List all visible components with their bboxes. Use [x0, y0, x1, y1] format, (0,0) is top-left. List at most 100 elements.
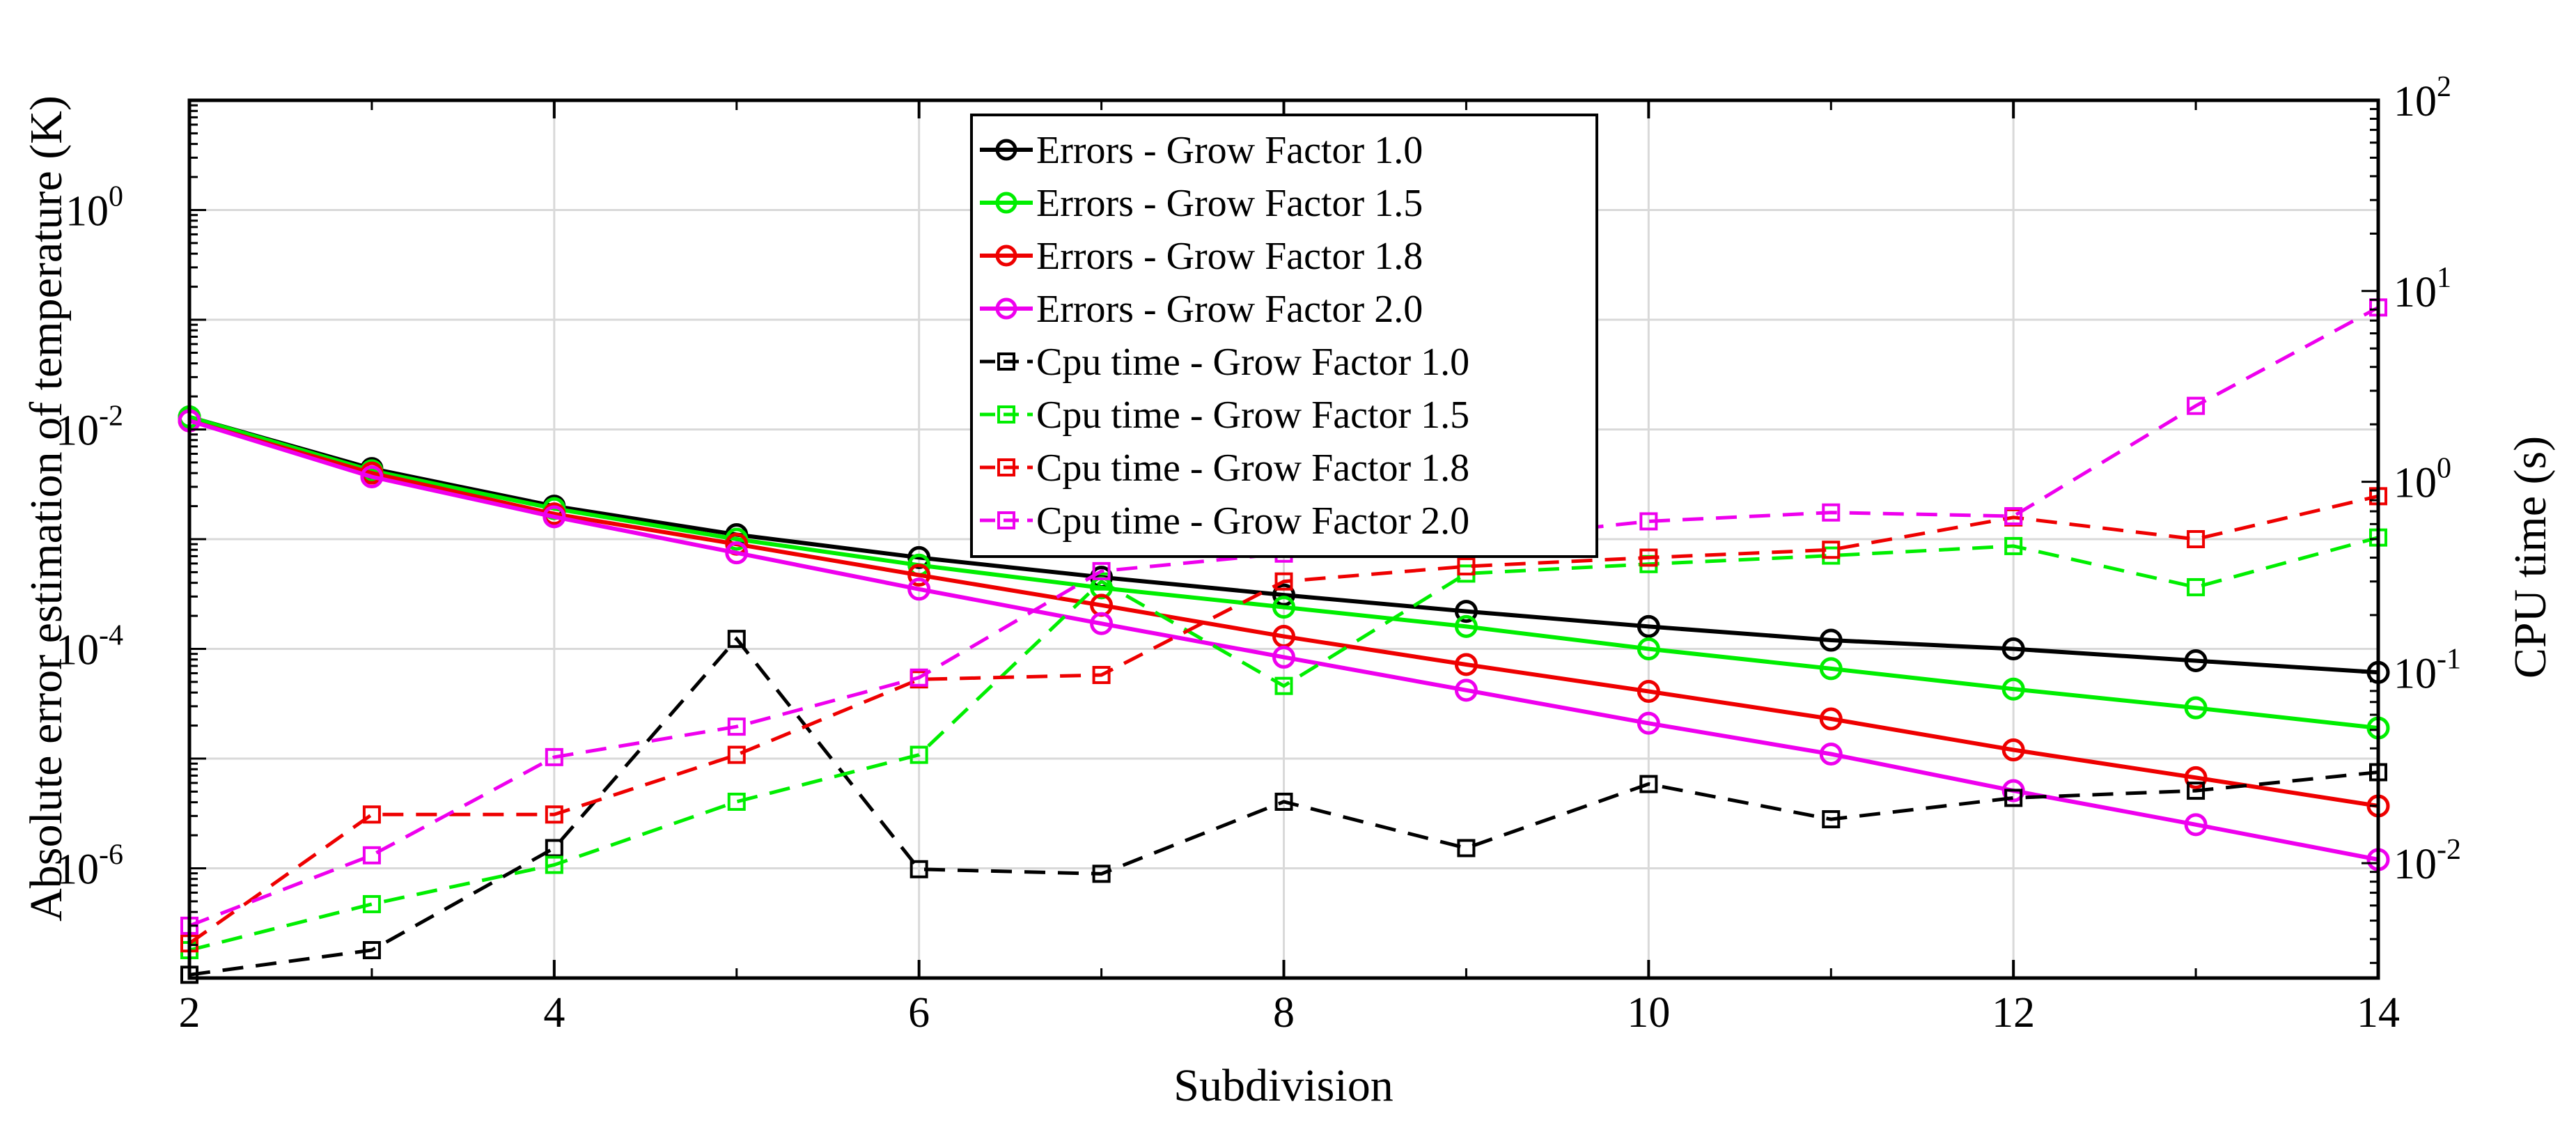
- y2-tick-label: 102: [2394, 71, 2451, 125]
- data-point: [2187, 396, 2206, 415]
- y2-tick-label: 10-1: [2394, 643, 2461, 697]
- data-point: [1639, 775, 1658, 793]
- data-point: [1639, 512, 1658, 531]
- legend-marker: [995, 139, 1017, 161]
- data-point: [907, 545, 931, 569]
- data-point: [545, 839, 563, 858]
- data-point: [362, 894, 381, 913]
- x-tick-label: 2: [179, 989, 201, 1037]
- data-point: [362, 940, 381, 959]
- y-tick-label: 10-4: [56, 620, 123, 674]
- data-point: [2184, 766, 2208, 789]
- data-point: [1457, 557, 1476, 576]
- x-tick-label: 4: [543, 989, 565, 1037]
- data-point: [910, 668, 928, 687]
- data-point: [1454, 614, 1478, 638]
- legend-marker: [997, 458, 1015, 476]
- legend-label: Cpu time - Grow Factor 2.0: [1036, 499, 1469, 543]
- data-point: [545, 747, 563, 766]
- axes: 2 4 6 8 10 12 14 100 10-2 10-4 10-6 102 101 100 10-1 10…: [56, 71, 2461, 1037]
- data-point: [1819, 657, 1843, 681]
- legend-label: Cpu time - Grow Factor 1.8: [1036, 447, 1469, 490]
- x-tick-label: 12: [1992, 989, 2035, 1037]
- data-point: [2001, 677, 2025, 701]
- data-point: [727, 717, 746, 736]
- data-point: [727, 792, 746, 811]
- data-point: [2001, 779, 2025, 802]
- legend-label: Errors - Grow Factor 1.8: [1036, 235, 1423, 278]
- data-point: [1092, 864, 1111, 883]
- data-point: [1090, 612, 1114, 635]
- data-point: [1454, 600, 1478, 623]
- x-tick-label: 10: [1627, 989, 1670, 1037]
- data-point: [1274, 572, 1293, 591]
- data-point: [1819, 707, 1843, 731]
- data-point: [1272, 596, 1295, 619]
- data-point: [362, 805, 381, 824]
- legend-box: [970, 114, 1598, 558]
- data-point: [1637, 637, 1660, 660]
- legend-marker: [997, 405, 1015, 424]
- data-point: [1819, 628, 1843, 652]
- legend-marker: [995, 245, 1017, 267]
- legend-marker: [997, 511, 1015, 529]
- data-point: [2004, 506, 2023, 525]
- y-axis-label: Absolute error estimation of temperature…: [21, 95, 72, 922]
- legend-marker: [997, 352, 1015, 371]
- data-point: [1637, 614, 1660, 638]
- data-point: [545, 805, 563, 824]
- data-point: [1822, 810, 1841, 829]
- data-point: [1092, 572, 1111, 591]
- data-point: [907, 577, 931, 601]
- data-point: [1092, 561, 1111, 580]
- legend-label: Errors - Grow Factor 2.0: [1036, 288, 1423, 331]
- data-point: [1637, 711, 1660, 735]
- data-point: [727, 745, 746, 764]
- legend-marker: [995, 192, 1017, 214]
- data-point: [2187, 782, 2206, 800]
- legend: Errors - Grow Factor 1.0 Errors - Grow Fa…: [970, 114, 1598, 558]
- legend-label: Errors - Grow Factor 1.0: [1036, 129, 1423, 172]
- x-tick-label: 14: [2357, 989, 2400, 1037]
- x-tick-label: 6: [908, 989, 930, 1037]
- series-line-3: [189, 419, 2379, 808]
- data-point: [727, 630, 746, 649]
- data-point: [910, 745, 928, 764]
- data-point: [1092, 665, 1111, 684]
- data-point: [2001, 738, 2025, 762]
- data-point: [2004, 536, 2023, 555]
- data-point: [2187, 577, 2206, 596]
- y2-axis-label: CPU time (s): [2505, 436, 2556, 678]
- data-point: [1457, 839, 1476, 858]
- legend-label: Errors - Grow Factor 1.5: [1036, 182, 1423, 225]
- x-axis-label: Subdivision: [1173, 1060, 1393, 1111]
- data-point: [1272, 583, 1295, 607]
- data-point: [362, 846, 381, 864]
- y-tick-label: 100: [65, 181, 123, 235]
- data-point: [1454, 678, 1478, 702]
- data-point: [1819, 742, 1843, 766]
- data-point: [1274, 792, 1293, 811]
- data-point: [1454, 653, 1478, 676]
- data-point: [1272, 645, 1295, 669]
- series-line-6: [189, 536, 2379, 952]
- data-point: [2184, 696, 2208, 720]
- data-point: [2001, 637, 2025, 660]
- data-point: [725, 541, 749, 565]
- data-point: [2187, 530, 2206, 548]
- data-point: [360, 465, 384, 489]
- data-point: [545, 855, 563, 874]
- series-line-7: [188, 494, 2379, 945]
- y2-tick-label: 100: [2394, 453, 2451, 507]
- y-tick-label: 10-6: [56, 839, 123, 894]
- legend-label: Cpu time - Grow Factor 1.0: [1036, 341, 1469, 384]
- data-point: [2184, 813, 2208, 837]
- data-point: [542, 505, 566, 529]
- series-line-5: [189, 636, 2379, 977]
- data-point: [1822, 503, 1841, 522]
- data-point: [1822, 541, 1841, 559]
- legend-marker: [995, 297, 1017, 320]
- y2-tick-label: 101: [2394, 262, 2451, 316]
- data-point: [1639, 548, 1658, 567]
